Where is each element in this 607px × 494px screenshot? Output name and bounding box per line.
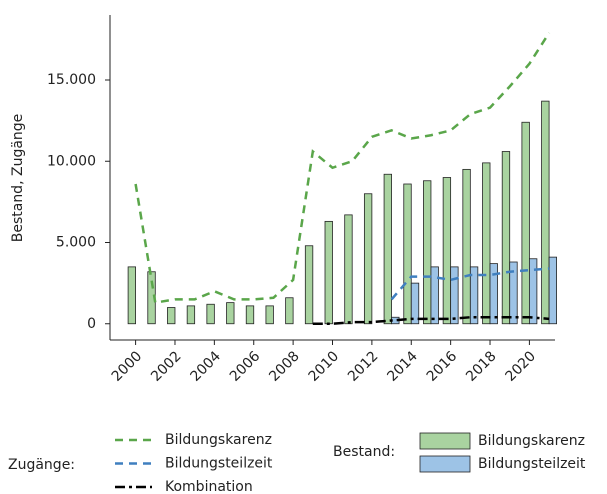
x-tick-label: 2002 (148, 348, 185, 385)
legend-label: Bildungskarenz (478, 433, 585, 449)
bar (521, 121, 530, 325)
line (312, 316, 550, 325)
legend-group-label: Zugänge: (8, 457, 75, 473)
bar (265, 305, 274, 325)
y-axis-label: Bestand, Zugänge (10, 114, 26, 243)
x-tick-label: 2008 (266, 348, 303, 385)
legend-label: Bildungskarenz (165, 432, 272, 448)
legend-label: Bildungsteilzeit (478, 456, 586, 472)
bar (442, 177, 452, 325)
bar (383, 173, 392, 325)
legend-label: Bildungsteilzeit (165, 456, 273, 472)
bar (186, 305, 196, 325)
bar (482, 162, 491, 325)
bar (226, 302, 235, 325)
bar (541, 100, 550, 325)
bar (304, 245, 314, 325)
bar (127, 266, 136, 325)
legend-label: Kombination (165, 479, 253, 494)
bar (509, 261, 518, 325)
bar (403, 183, 412, 325)
bar (167, 307, 176, 325)
bar (363, 193, 373, 325)
y-tick-label: 5.000 (56, 235, 96, 251)
x-tick-label: 2000 (109, 348, 146, 385)
bar (501, 151, 511, 325)
x-tick-label: 2014 (384, 348, 421, 385)
x-tick-label: 2012 (345, 348, 382, 385)
bar (206, 303, 215, 325)
x-tick-label: 2006 (227, 348, 264, 385)
x-tick-label: 2010 (306, 348, 343, 385)
y-tick-label: 0 (87, 316, 96, 332)
bar (324, 220, 333, 325)
bar (344, 214, 353, 325)
y-tick-label: 15.000 (47, 72, 96, 88)
bar (529, 258, 538, 325)
legend-swatch (419, 455, 471, 473)
legend-group-label: Bestand: (333, 444, 395, 460)
bar (489, 263, 498, 325)
line (390, 267, 550, 301)
bar (548, 256, 557, 325)
bar (285, 297, 294, 325)
bar (469, 266, 479, 325)
bar (245, 305, 255, 325)
x-tick-label: 2004 (187, 348, 224, 385)
bar (423, 180, 432, 325)
bar (410, 282, 420, 325)
x-tick-label: 2016 (424, 348, 461, 385)
x-tick-label: 2018 (463, 348, 500, 385)
bar (430, 266, 439, 325)
bar (462, 168, 471, 325)
legend-swatch (419, 432, 471, 450)
y-tick-label: 10.000 (47, 153, 96, 169)
x-tick-label: 2020 (503, 348, 540, 385)
bar (450, 266, 459, 325)
line (134, 32, 551, 305)
